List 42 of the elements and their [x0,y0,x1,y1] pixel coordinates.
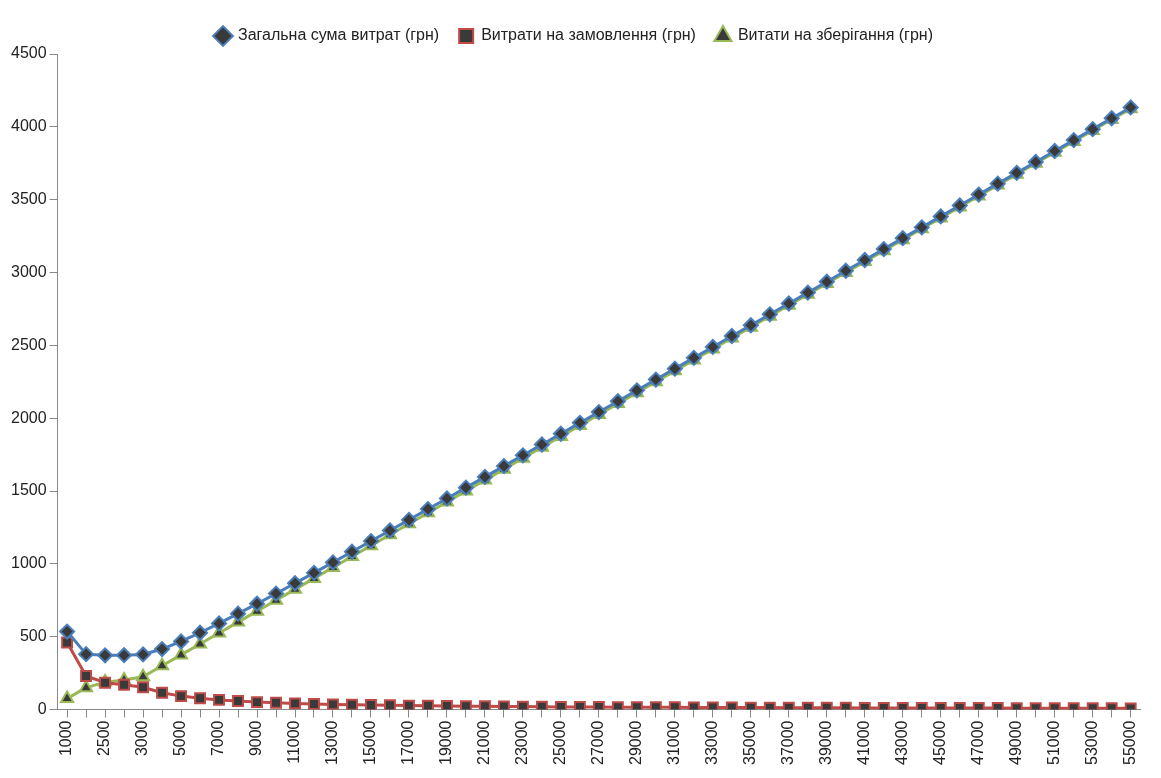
x-tick-label: 5000 [171,720,189,757]
y-tick-label: 3500 [11,190,47,208]
x-tick-label: 49000 [1007,720,1025,766]
x-tick-label: 51000 [1045,720,1063,766]
x-tick-label: 9000 [247,720,265,757]
x-tick-label: 1000 [57,720,75,757]
x-tick-label: 7000 [209,720,227,757]
x-tick-label: 31000 [665,720,683,766]
x-tick-label: 15000 [361,720,379,766]
x-tick-label: 35000 [741,720,759,766]
x-tick-label: 19000 [437,720,455,766]
y-tick-label: 2000 [11,408,47,426]
x-tick-label: 17000 [399,720,417,766]
x-tick-label: 25000 [551,720,569,766]
y-tick-label: 4000 [11,117,47,135]
y-tick-label: 1500 [11,481,47,499]
y-tick-label: 0 [37,699,47,717]
y-tick-label: 1000 [11,554,47,572]
x-tick-label: 27000 [589,720,607,766]
x-tick-label: 21000 [475,720,493,766]
x-tick-label: 47000 [969,720,987,766]
legend-label: Загальна сума витрат (грн) [237,26,440,44]
x-tick-label: 33000 [703,720,721,766]
x-tick-label: 41000 [855,720,873,766]
x-tick-label: 3000 [133,720,151,757]
x-tick-label: 43000 [893,720,911,766]
x-tick-label: 55000 [1121,720,1139,766]
y-tick-label: 4500 [11,44,47,62]
y-tick-label: 2500 [11,335,47,353]
x-tick-label: 11000 [285,720,303,764]
x-tick-label: 39000 [817,720,835,766]
y-tick-label: 500 [19,627,47,645]
x-tick-label: 37000 [779,720,797,766]
legend-label: Витати на зберігання (грн) [737,26,934,44]
y-tick-label: 3000 [11,262,47,280]
x-tick-label: 53000 [1083,720,1101,766]
x-tick-label: 29000 [627,720,645,766]
x-tick-label: 23000 [513,720,531,766]
legend-label: Витрати на замовлення (грн) [481,26,696,44]
x-tick-label: 13000 [323,720,341,766]
x-tick-label: 2500 [95,720,113,757]
x-tick-label: 45000 [931,720,949,766]
